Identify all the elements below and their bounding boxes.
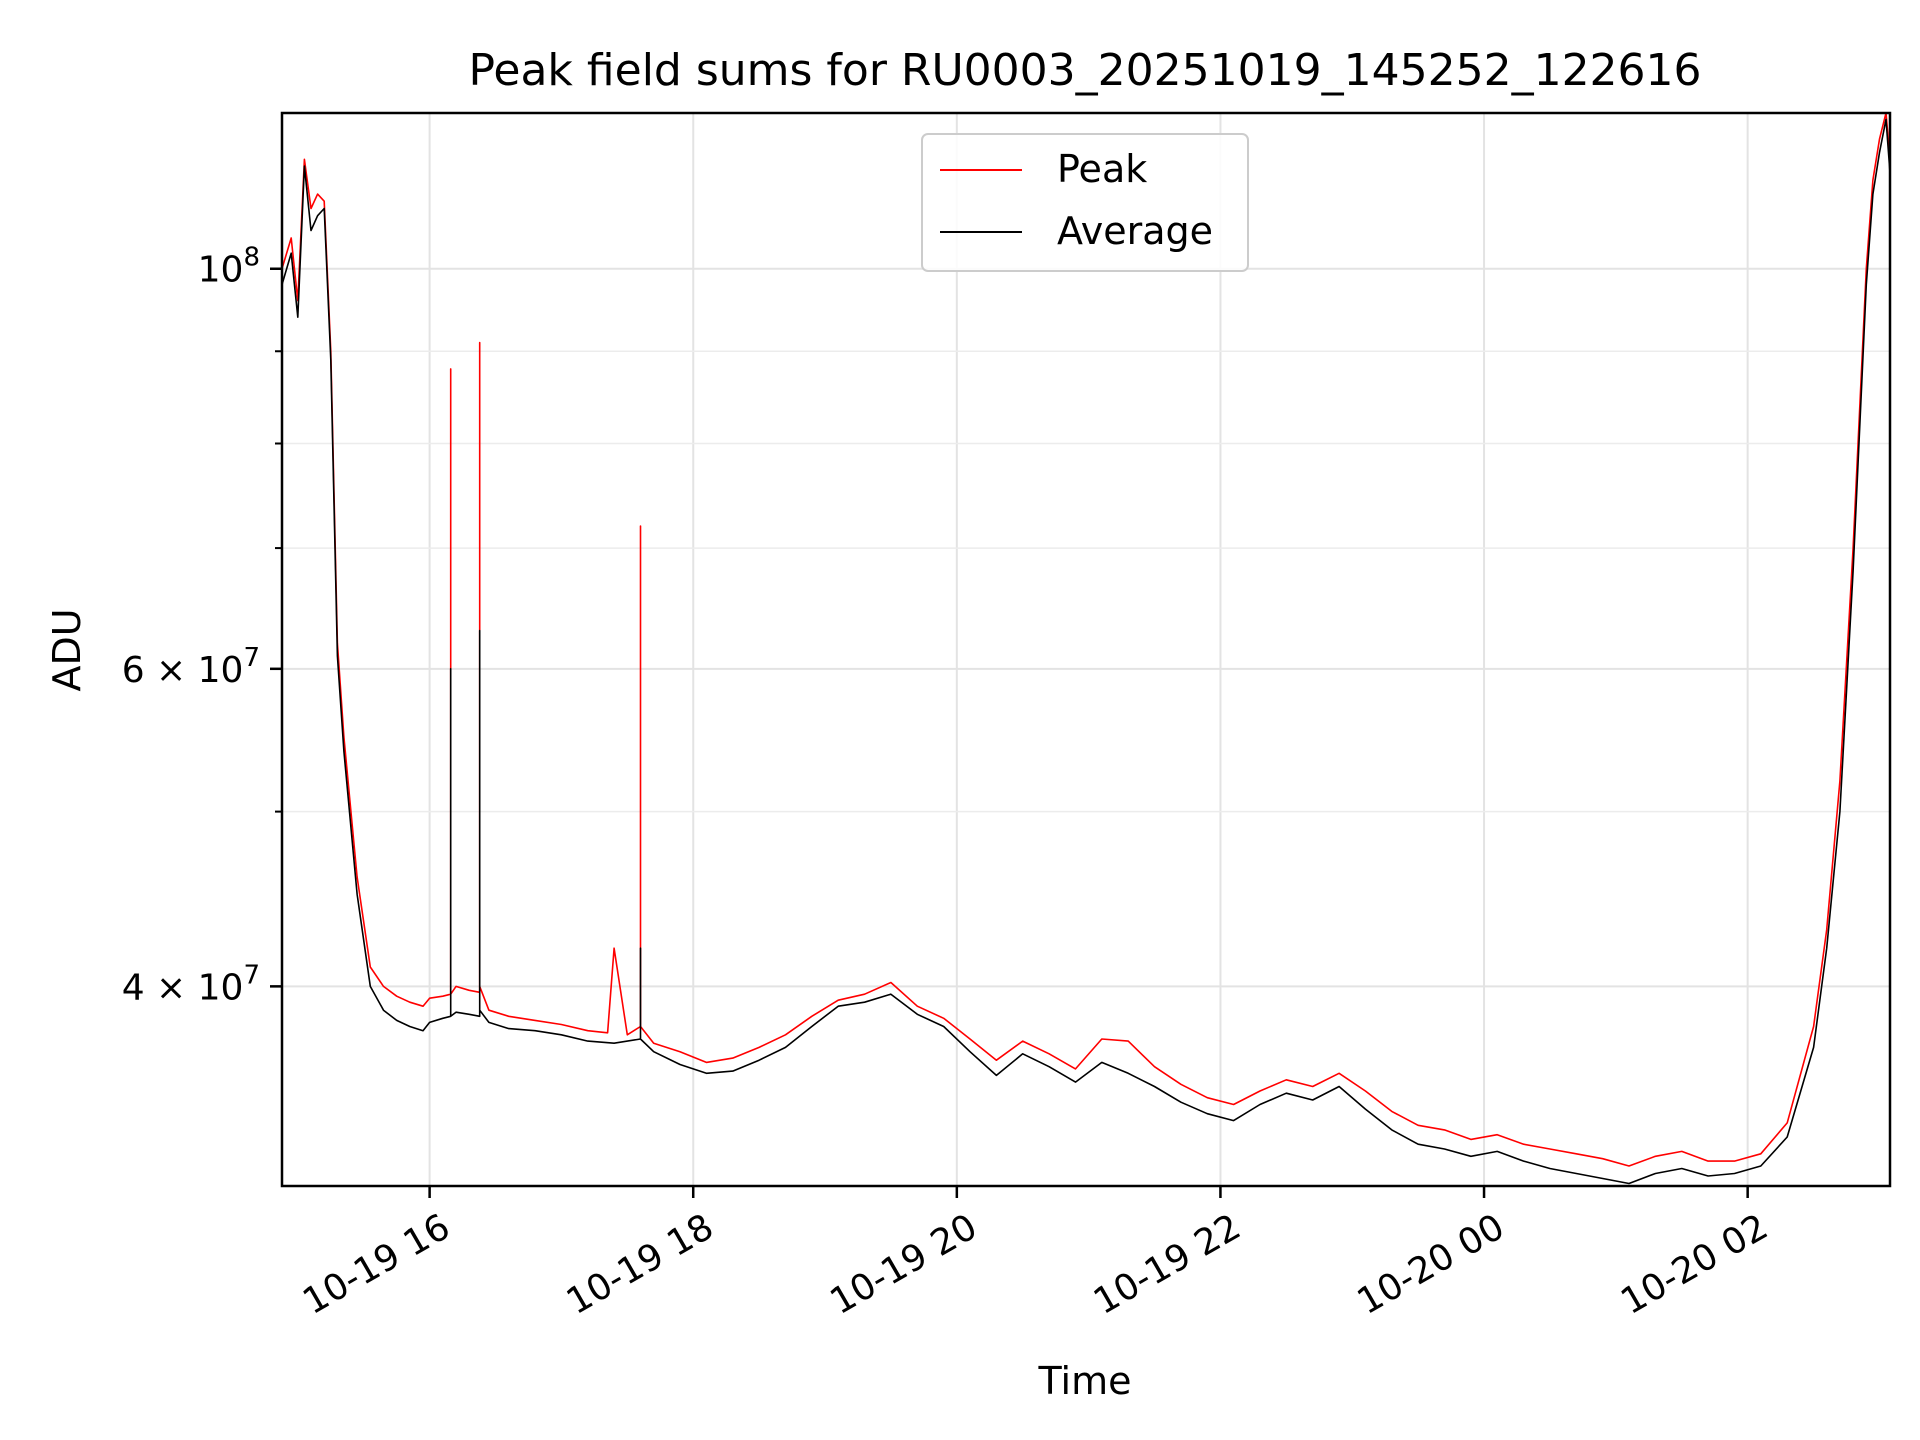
x-axis-label: Time [1038,1359,1132,1403]
legend-box [921,133,1249,272]
y-axis-ticks: 108 6 × 107 4 × 107 [122,243,282,1008]
series-line-average [281,118,1891,1185]
legend: Peak Average [921,133,1249,272]
legend-label-peak: Peak [1057,147,1147,191]
plot-frame [280,111,1892,1188]
y-axis-label: ADU [45,608,89,691]
y-tick-label: 6 × 107 [122,643,260,691]
series-line-peak [281,112,1891,1167]
y-tick-label: 108 [198,243,260,291]
chart-title: Peak field sums for RU0003_20251019_1452… [468,45,1701,96]
y-tick-label: 4 × 107 [122,960,260,1008]
plot-series [281,112,1891,1185]
legend-label-average: Average [1057,209,1213,253]
grid [282,113,1890,1186]
